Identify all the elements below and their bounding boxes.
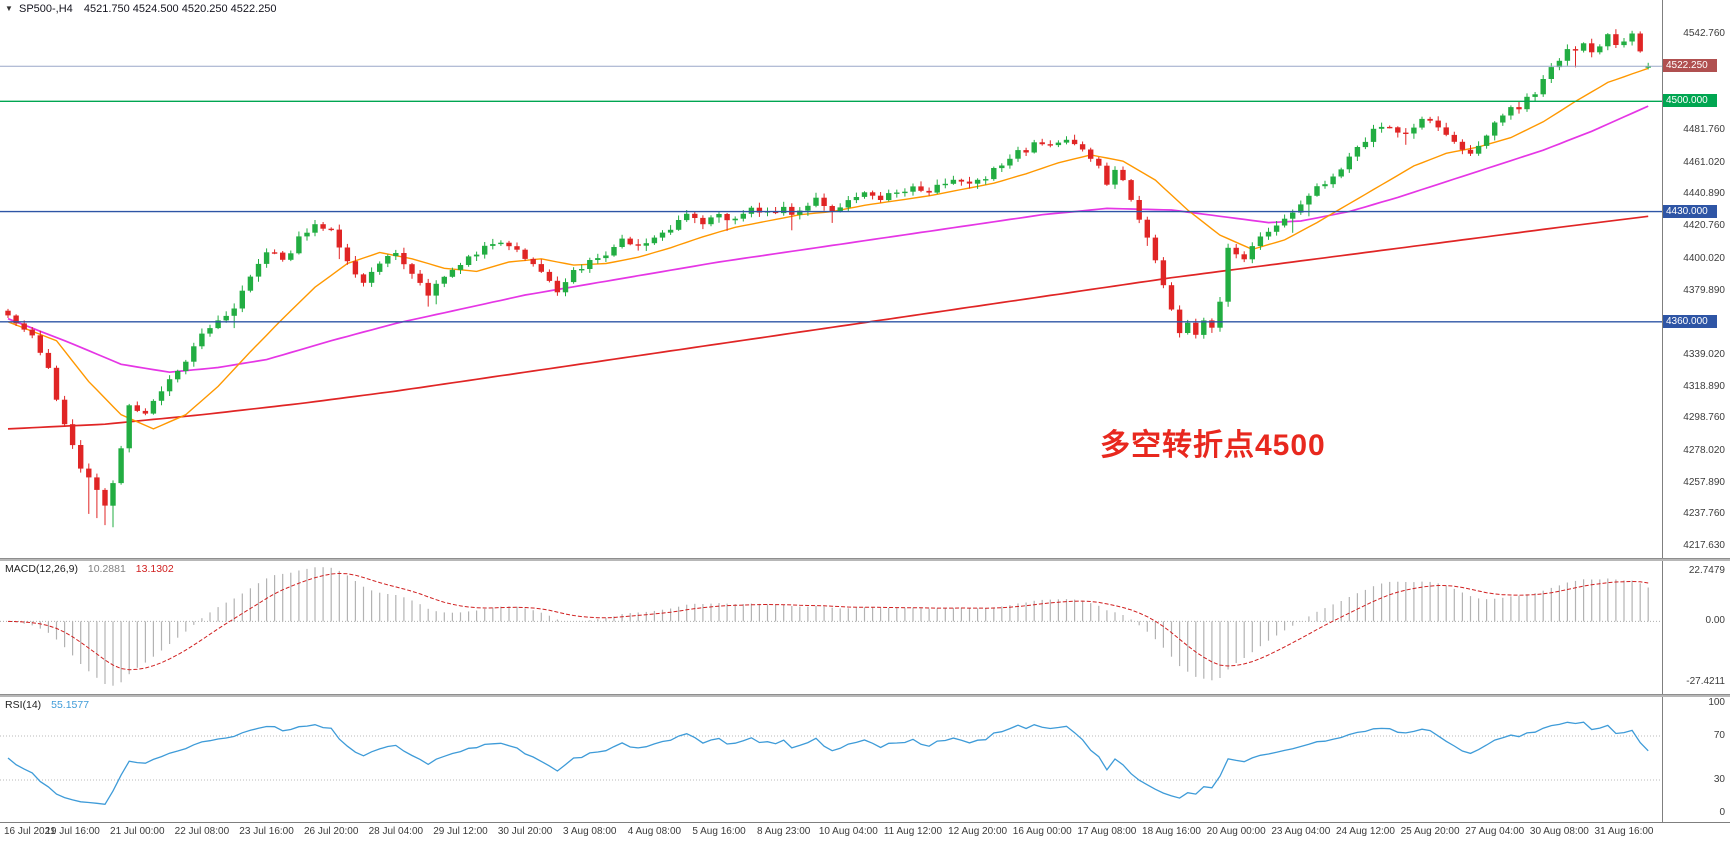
- price-tick-label: 4318.890: [1683, 380, 1725, 392]
- time-axis-label: 29 Jul 12:00: [433, 826, 488, 837]
- price-tick-label: 4257.890: [1683, 476, 1725, 488]
- rsi-tick-label: 70: [1713, 730, 1725, 741]
- price-level-badge[interactable]: 4500.000: [1663, 94, 1717, 108]
- rsi-tick-label: 100: [1708, 697, 1725, 708]
- time-axis-label: 16 Aug 00:00: [1012, 826, 1072, 837]
- macd-canvas[interactable]: [0, 561, 1662, 694]
- price-tick-label: 4420.760: [1683, 220, 1725, 232]
- price-tick-label: 4461.020: [1683, 156, 1725, 168]
- rsi-tick-label: 30: [1713, 774, 1725, 785]
- macd-label: MACD(12,26,9) 10.2881 13.1302: [5, 563, 174, 575]
- macd-axis[interactable]: 22.7479 0.00 -27.4211: [1662, 561, 1730, 694]
- price-chart-panel[interactable]: ▼ SP500-,H4 4521.750 4524.500 4520.250 4…: [0, 0, 1730, 558]
- price-tick-label: 4440.890: [1683, 188, 1725, 200]
- time-axis-label: 27 Aug 04:00: [1465, 826, 1525, 837]
- price-tick-label: 4481.760: [1683, 124, 1725, 136]
- macd-tick-label: 22.7479: [1688, 565, 1725, 577]
- time-axis-label: 12 Aug 20:00: [948, 826, 1008, 837]
- time-axis-label: 23 Aug 04:00: [1271, 826, 1331, 837]
- time-axis-label: 20 Aug 00:00: [1206, 826, 1266, 837]
- time-axis-label: 22 Jul 08:00: [174, 826, 230, 837]
- time-axis-label: 18 Aug 16:00: [1142, 826, 1201, 837]
- price-tick-label: 4237.760: [1683, 508, 1725, 520]
- current-price-badge: 4522.250: [1663, 59, 1717, 73]
- macd-name: MACD(12,26,9): [5, 563, 78, 575]
- price-axis[interactable]: 4542.760 4481.760 4461.020 4440.890 4420.760…: [1662, 0, 1730, 558]
- rsi-panel[interactable]: RSI(14) 55.1577 100 70 30 0: [0, 697, 1730, 822]
- rsi-canvas[interactable]: [0, 697, 1662, 822]
- price-tick-label: 4339.020: [1683, 348, 1725, 360]
- ohlc-values: 4521.750 4524.500 4520.250 4522.250: [83, 3, 277, 15]
- macd-signal-value: 13.1302: [135, 563, 174, 575]
- time-axis-label: 24 Aug 12:00: [1335, 826, 1395, 837]
- time-axis-label: 31 Aug 16:00: [1594, 826, 1654, 837]
- price-level-badge[interactable]: 4430.000: [1663, 204, 1717, 218]
- price-tick-label: 4542.760: [1683, 28, 1725, 39]
- panel-splitter[interactable]: [0, 694, 1730, 697]
- time-axis-label: 4 Aug 08:00: [627, 826, 682, 837]
- price-chart-canvas[interactable]: [0, 0, 1662, 558]
- macd-main-value: 10.2881: [87, 563, 126, 575]
- rsi-value: 55.1577: [51, 699, 90, 711]
- time-axis-label: 25 Aug 20:00: [1400, 826, 1460, 837]
- time-axis-label: 30 Aug 08:00: [1529, 826, 1589, 837]
- macd-panel[interactable]: MACD(12,26,9) 10.2881 13.1302 22.7479 0.0…: [0, 561, 1730, 694]
- chart-annotation-text[interactable]: 多空转折点4500: [1100, 429, 1326, 462]
- price-level-badge[interactable]: 4360.000: [1663, 314, 1717, 328]
- symbol-timeframe-label: SP500-,H4: [18, 3, 73, 15]
- macd-tick-label: 0.00: [1705, 615, 1725, 627]
- rsi-label: RSI(14) 55.1577: [5, 699, 89, 711]
- time-axis-label: 5 Aug 16:00: [692, 826, 746, 837]
- rsi-axis[interactable]: 100 70 30 0: [1662, 697, 1730, 822]
- price-tick-label: 4278.020: [1683, 444, 1725, 456]
- rsi-name: RSI(14): [5, 699, 42, 711]
- time-axis-label: 16 Jul 2021: [4, 826, 56, 837]
- time-axis-label: 28 Jul 04:00: [368, 826, 424, 837]
- time-axis-label: 21 Jul 00:00: [110, 826, 165, 837]
- panel-splitter[interactable]: [0, 558, 1730, 561]
- time-axis-label: 26 Jul 20:00: [303, 826, 359, 837]
- price-tick-label: 4298.760: [1683, 412, 1725, 424]
- time-axis-label: 3 Aug 08:00: [563, 826, 617, 837]
- price-tick-label: 4217.630: [1683, 540, 1725, 551]
- chart-title: ▼ SP500-,H4 4521.750 4524.500 4520.250 4…: [5, 3, 277, 15]
- macd-tick-label: -27.4211: [1686, 676, 1725, 688]
- time-axis-label: 11 Aug 12:00: [883, 826, 943, 837]
- price-tick-label: 4379.890: [1683, 284, 1725, 296]
- series-marker-icon: ▼: [5, 4, 13, 13]
- time-axis-label: 8 Aug 23:00: [756, 826, 811, 837]
- time-axis-label: 10 Aug 04:00: [818, 826, 878, 837]
- time-axis-label: 30 Jul 20:00: [497, 826, 553, 837]
- time-axis-label: 23 Jul 16:00: [239, 826, 294, 837]
- time-axis[interactable]: 16 Jul 2021 19 Jul 16:00 21 Jul 00:00 22 Ju…: [0, 822, 1730, 841]
- price-tick-label: 4400.020: [1683, 252, 1725, 264]
- time-axis-label: 17 Aug 08:00: [1077, 826, 1137, 837]
- time-axis-label: 19 Jul 16:00: [45, 826, 100, 837]
- rsi-tick-label: 0: [1719, 807, 1725, 818]
